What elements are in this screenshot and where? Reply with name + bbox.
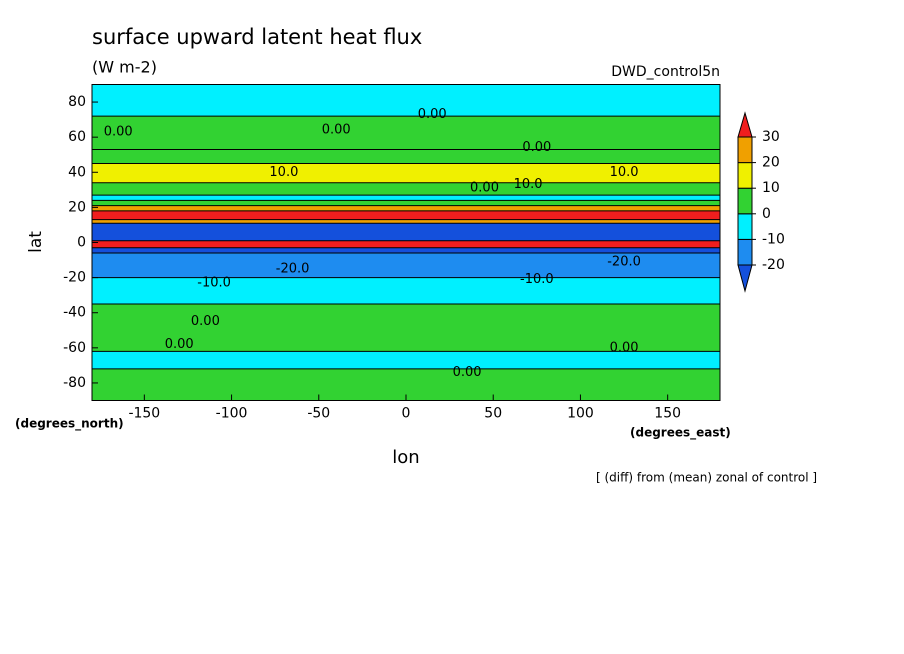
contour-label: 0.00 [470,181,499,196]
contour-label: -10.0 [197,275,231,290]
contour-label: 0.00 [418,107,447,122]
colorbar-top [737,111,753,138]
y-tick-label: 80 [68,94,86,110]
contour-label: 0.00 [610,340,639,355]
field-band [92,247,720,254]
colorbar-box [737,213,753,240]
colorbar-label: -10 [762,231,785,247]
colorbar-box [737,136,753,164]
contour-label: -20.0 [607,254,641,269]
note: [ (diff) from (mean) zonal of control ] [596,471,817,485]
field-band [92,84,720,117]
y-tick-label: 40 [68,164,86,180]
x-tick-label: -100 [216,406,248,422]
field-band [92,149,720,164]
y-tick-label: -80 [63,375,86,391]
colorbar-box [737,162,753,189]
colorbar-label: 0 [762,206,771,222]
colorbar-label: 20 [762,155,780,171]
colorbar-box [737,238,753,266]
field-band [92,182,720,196]
x-tick-label: 100 [567,406,594,422]
colorbar-box [737,187,753,215]
field-band [92,240,720,248]
field-band [92,303,720,352]
field-band [92,205,720,211]
field-band [92,210,720,220]
field-band [92,219,720,224]
colorbar-label: 30 [762,129,780,145]
y-tick-label: -60 [63,340,86,356]
y-axis-label: lat [26,231,46,253]
chart-title: surface upward latent heat flux [92,25,422,49]
contour-label: 0.00 [453,365,482,380]
y-tick-label: 0 [77,235,86,251]
colorbar-label: 10 [762,180,780,196]
colorbar-label: -20 [762,257,785,273]
contour-label: 0.00 [322,123,351,138]
contour-label: 10.0 [610,165,639,180]
field-band [92,253,720,278]
y-units: (degrees_north) [15,417,124,432]
field-band [92,195,720,201]
x-tick-label: 150 [654,406,681,422]
contour-label: 0.00 [191,314,220,329]
x-axis-label: lon [392,447,419,468]
field-band [92,351,720,369]
y-tick-label: 60 [68,129,86,145]
field-band [92,223,720,241]
contour-label: -10.0 [520,272,554,287]
contour-label: 10.0 [269,165,298,180]
field-band [92,116,720,150]
x-tick-label: 0 [402,406,411,422]
field-band [92,200,720,206]
y-tick-label: -40 [63,305,86,321]
field-band [92,277,720,304]
y-tick-label: -20 [63,270,86,286]
x-tick-label: 50 [484,406,502,422]
x-tick-label: -50 [307,406,330,422]
contour-label: 0.00 [522,140,551,155]
contour-label: 10.0 [514,177,543,192]
colorbar-bottom [737,264,753,293]
x-units: (degrees_east) [630,426,731,441]
contour-label: 0.00 [104,124,133,139]
y-tick-label: 20 [68,199,86,215]
field-band [92,163,720,183]
contour-label: 0.00 [165,337,194,352]
contour-label: -20.0 [276,261,310,276]
run-name: DWD_control5n [611,64,720,80]
units: (W m-2) [92,58,157,77]
x-tick-label: -150 [128,406,160,422]
